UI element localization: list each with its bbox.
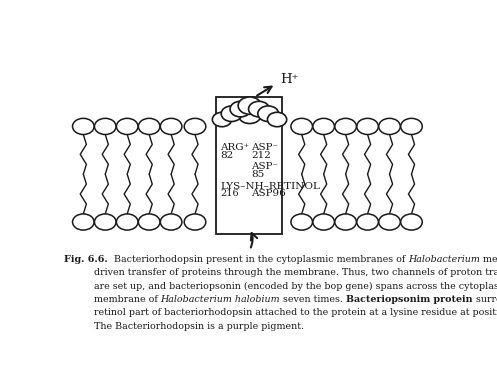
Text: surrounds the: surrounds the [473, 295, 497, 304]
Circle shape [73, 214, 94, 230]
Circle shape [161, 118, 182, 135]
Text: are set up, and bacteriopsonin (encoded by the bop gene) spans across the cytopl: are set up, and bacteriopsonin (encoded … [94, 282, 497, 291]
Circle shape [313, 118, 334, 135]
Text: ASP⁻: ASP⁻ [251, 143, 278, 152]
Text: driven transfer of proteins through the membrane. Thus, two channels of proton t: driven transfer of proteins through the … [94, 268, 497, 278]
Text: seven times.: seven times. [280, 295, 346, 304]
Circle shape [230, 101, 251, 117]
Circle shape [335, 214, 356, 230]
Circle shape [138, 214, 160, 230]
Circle shape [94, 214, 116, 230]
Circle shape [357, 118, 378, 135]
Text: ARG⁺: ARG⁺ [220, 143, 249, 152]
Circle shape [184, 118, 206, 135]
Text: H⁺: H⁺ [280, 72, 298, 86]
Circle shape [267, 112, 287, 127]
Text: LYS–NH–RETINOL: LYS–NH–RETINOL [220, 182, 320, 191]
Circle shape [401, 214, 422, 230]
Circle shape [357, 214, 378, 230]
Circle shape [212, 112, 232, 127]
Circle shape [313, 214, 334, 230]
Circle shape [335, 118, 356, 135]
Text: Bacteriopsonim protein: Bacteriopsonim protein [346, 295, 473, 304]
Text: Halobacterium halobium: Halobacterium halobium [161, 295, 280, 304]
Circle shape [94, 118, 116, 135]
Circle shape [248, 101, 269, 117]
Circle shape [138, 118, 160, 135]
Circle shape [291, 118, 313, 135]
Text: ASP⁻: ASP⁻ [251, 162, 278, 171]
Circle shape [379, 118, 400, 135]
Circle shape [258, 106, 279, 122]
Text: Bacteriorhodopsin present in the cytoplasmic membranes of: Bacteriorhodopsin present in the cytopla… [108, 255, 408, 264]
Bar [216, 97, 282, 234]
Text: mediates light: mediates light [480, 255, 497, 264]
Text: 212: 212 [251, 151, 271, 160]
Circle shape [238, 97, 261, 114]
Circle shape [161, 214, 182, 230]
Text: 85: 85 [251, 170, 264, 179]
Text: 82: 82 [220, 151, 233, 160]
Circle shape [116, 214, 138, 230]
Circle shape [184, 214, 206, 230]
Text: The Bacteriorhodopsin is a purple pigment.: The Bacteriorhodopsin is a purple pigmen… [94, 322, 304, 331]
Circle shape [116, 118, 138, 135]
Circle shape [401, 118, 422, 135]
Circle shape [73, 118, 94, 135]
Text: membrane of: membrane of [94, 295, 161, 304]
Circle shape [291, 214, 313, 230]
Text: 216: 216 [220, 189, 239, 198]
Circle shape [379, 214, 400, 230]
Text: Fig. 6.6.: Fig. 6.6. [64, 255, 108, 264]
Text: retinol part of bacteriorhodopsin attached to the protein at a lysine residue at: retinol part of bacteriorhodopsin attach… [94, 308, 497, 317]
Circle shape [221, 106, 242, 122]
Text: Halobacterium: Halobacterium [408, 255, 480, 264]
Text: ASP96: ASP96 [251, 189, 286, 198]
